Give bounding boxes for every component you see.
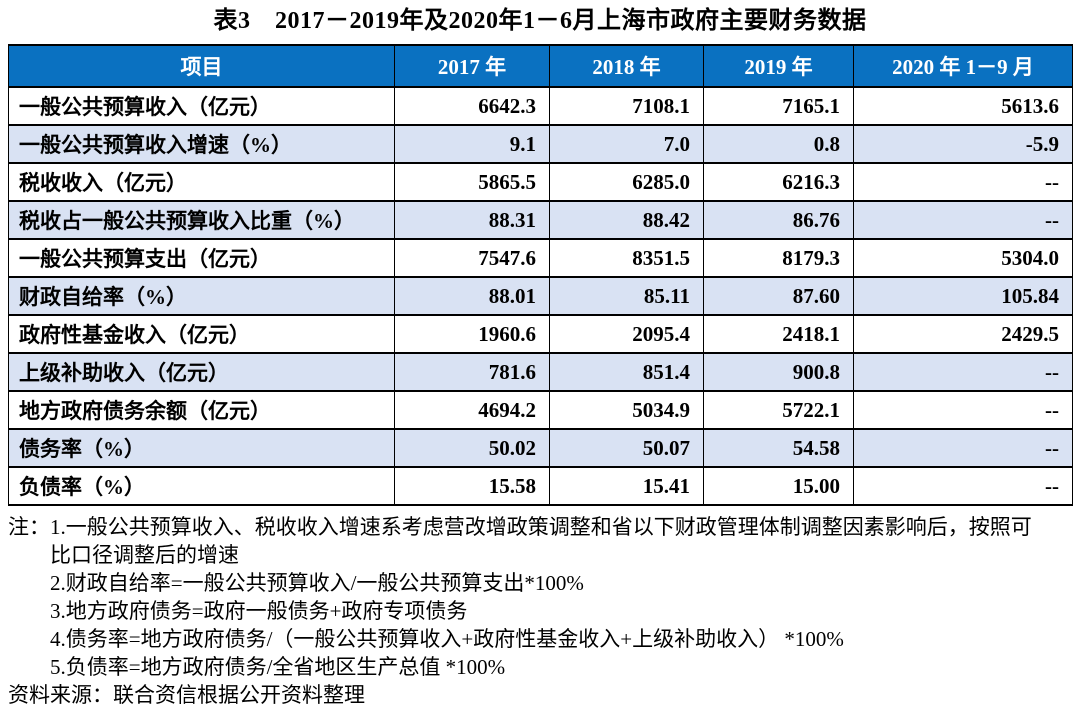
- value-cell: 86.76: [703, 200, 854, 240]
- value-cell: 4694.2: [394, 390, 550, 430]
- value-cell: 15.00: [703, 466, 854, 506]
- value-cell: 6285.0: [549, 162, 704, 202]
- value-cell: 781.6: [394, 352, 550, 392]
- note-item: 1.一般公共预算收入、税收收入增速系考虑营改增政策调整和省以下财政管理体制调整因…: [50, 515, 1032, 567]
- value-cell: -5.9: [853, 124, 1073, 164]
- table-row: 债务率（%） 50.02 50.07 54.58 --: [8, 428, 1073, 468]
- row-label: 一般公共预算支出（亿元）: [8, 238, 395, 278]
- table-title: 表3 2017－2019年及2020年1－6月上海市政府主要财务数据: [213, 8, 867, 34]
- value-cell: 87.60: [703, 276, 854, 316]
- value-cell: 7165.1: [703, 86, 854, 126]
- column-header: 2019 年: [703, 44, 854, 88]
- column-header: 项目: [8, 44, 395, 88]
- value-cell: 1960.6: [394, 314, 550, 354]
- note-item: 5.负债率=地方政府债务/全省地区生产总值 *100%: [50, 655, 506, 679]
- table-row: 上级补助收入（亿元） 781.6 851.4 900.8 --: [8, 352, 1073, 392]
- row-label: 一般公共预算收入增速（%）: [8, 124, 395, 164]
- value-cell: --: [853, 352, 1073, 392]
- column-header: 2020 年 1－9 月: [853, 44, 1073, 88]
- note-item: 2.财政自给率=一般公共预算收入/一般公共预算支出*100%: [50, 571, 584, 595]
- value-cell: --: [853, 428, 1073, 468]
- table-row: 财政自给率（%） 88.01 85.11 87.60 105.84: [8, 276, 1073, 316]
- table-row: 地方政府债务余额（亿元） 4694.2 5034.9 5722.1 --: [8, 390, 1073, 430]
- value-cell: 6642.3: [394, 86, 550, 126]
- value-cell: 15.58: [394, 466, 550, 506]
- value-cell: 2095.4: [549, 314, 704, 354]
- row-label: 一般公共预算收入（亿元）: [8, 86, 395, 126]
- value-cell: 5865.5: [394, 162, 550, 202]
- table-row: 政府性基金收入（亿元） 1960.6 2095.4 2418.1 2429.5: [8, 314, 1073, 354]
- row-label: 税收收入（亿元）: [8, 162, 395, 202]
- notes-list: 1.一般公共预算收入、税收收入增速系考虑营改增政策调整和省以下财政管理体制调整因…: [50, 513, 1048, 681]
- value-cell: 50.02: [394, 428, 550, 468]
- column-header: 2017 年: [394, 44, 550, 88]
- value-cell: 50.07: [549, 428, 704, 468]
- value-cell: 54.58: [703, 428, 854, 468]
- table-row: 税收收入（亿元） 5865.5 6285.0 6216.3 --: [8, 162, 1073, 202]
- row-label: 财政自给率（%）: [8, 276, 395, 316]
- value-cell: 0.8: [703, 124, 854, 164]
- value-cell: --: [853, 466, 1073, 506]
- table-row: 一般公共预算收入增速（%） 9.1 7.0 0.8 -5.9: [8, 124, 1073, 164]
- note-item: 3.地方政府债务=政府一般债务+政府专项债务: [50, 599, 468, 623]
- value-cell: --: [853, 390, 1073, 430]
- value-cell: 88.31: [394, 200, 550, 240]
- value-cell: 5034.9: [549, 390, 704, 430]
- table-row: 一般公共预算收入（亿元） 6642.3 7108.1 7165.1 5613.6: [8, 86, 1073, 126]
- value-cell: 2429.5: [853, 314, 1073, 354]
- row-label: 税收占一般公共预算收入比重（%）: [8, 200, 395, 240]
- value-cell: 85.11: [549, 276, 704, 316]
- row-label: 债务率（%）: [8, 428, 395, 468]
- value-cell: 15.41: [549, 466, 704, 506]
- notes-block: 注： 1.一般公共预算收入、税收收入增速系考虑营改增政策调整和省以下财政管理体制…: [8, 513, 1072, 681]
- table-header-row: 项目 2017 年 2018 年 2019 年 2020 年 1－9 月: [8, 44, 1073, 88]
- value-cell: 7547.6: [394, 238, 550, 278]
- table-row: 负债率（%） 15.58 15.41 15.00 --: [8, 466, 1073, 506]
- value-cell: 7108.1: [549, 86, 704, 126]
- value-cell: 5613.6: [853, 86, 1073, 126]
- row-label: 负债率（%）: [8, 466, 395, 506]
- value-cell: 6216.3: [703, 162, 854, 202]
- value-cell: 5304.0: [853, 238, 1073, 278]
- table-row: 一般公共预算支出（亿元） 7547.6 8351.5 8179.3 5304.0: [8, 238, 1073, 278]
- source-line: 资料来源：联合资信根据公开资料整理: [8, 683, 365, 707]
- notes-prefix: 注：: [8, 515, 50, 539]
- value-cell: --: [853, 162, 1073, 202]
- column-header: 2018 年: [549, 44, 704, 88]
- value-cell: 88.01: [394, 276, 550, 316]
- note-item: 4.债务率=地方政府债务/（一般公共预算收入+政府性基金收入+上级补助收入） *…: [50, 627, 844, 651]
- value-cell: 8179.3: [703, 238, 854, 278]
- value-cell: --: [853, 200, 1073, 240]
- table-body: 一般公共预算收入（亿元） 6642.3 7108.1 7165.1 5613.6 一般公共…: [8, 86, 1073, 506]
- value-cell: 9.1: [394, 124, 550, 164]
- value-cell: 900.8: [703, 352, 854, 392]
- value-cell: 105.84: [853, 276, 1073, 316]
- value-cell: 8351.5: [549, 238, 704, 278]
- row-label: 地方政府债务余额（亿元）: [8, 390, 395, 430]
- value-cell: 2418.1: [703, 314, 854, 354]
- row-label: 政府性基金收入（亿元）: [8, 314, 395, 354]
- value-cell: 88.42: [549, 200, 704, 240]
- table-row: 税收占一般公共预算收入比重（%） 88.31 88.42 86.76 --: [8, 200, 1073, 240]
- value-cell: 851.4: [549, 352, 704, 392]
- row-label: 上级补助收入（亿元）: [8, 352, 395, 392]
- value-cell: 7.0: [549, 124, 704, 164]
- value-cell: 5722.1: [703, 390, 854, 430]
- financial-data-table: 项目 2017 年 2018 年 2019 年 2020 年 1－9 月 一般公共预算收…: [8, 44, 1073, 506]
